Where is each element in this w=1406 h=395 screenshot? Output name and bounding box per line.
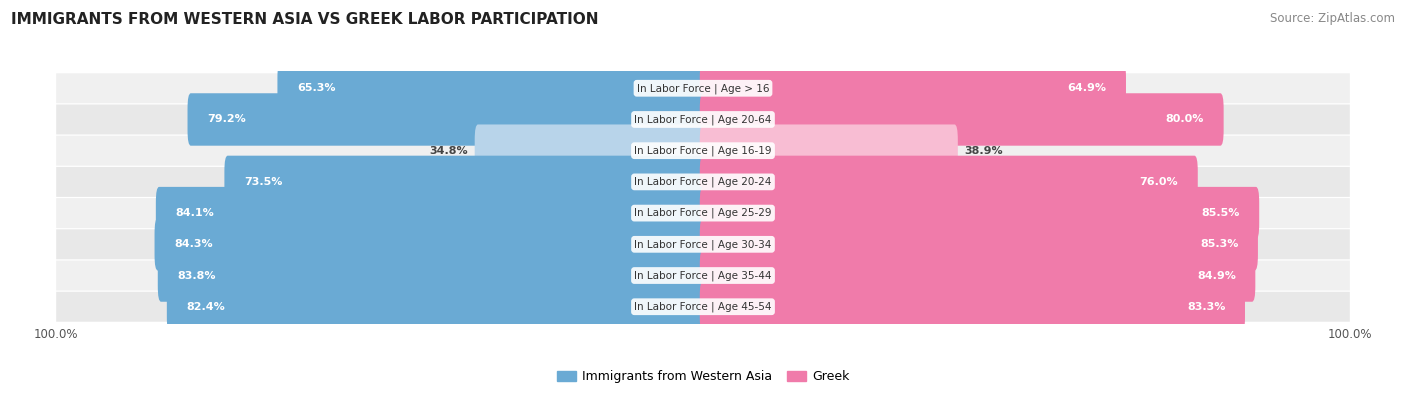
FancyBboxPatch shape bbox=[700, 124, 957, 177]
FancyBboxPatch shape bbox=[157, 249, 706, 302]
Text: 85.3%: 85.3% bbox=[1201, 239, 1239, 249]
FancyBboxPatch shape bbox=[700, 249, 1256, 302]
Text: 76.0%: 76.0% bbox=[1140, 177, 1178, 187]
Text: 84.9%: 84.9% bbox=[1197, 271, 1236, 280]
Text: 83.3%: 83.3% bbox=[1187, 302, 1226, 312]
Text: In Labor Force | Age 16-19: In Labor Force | Age 16-19 bbox=[634, 145, 772, 156]
Text: In Labor Force | Age 35-44: In Labor Force | Age 35-44 bbox=[634, 270, 772, 281]
Text: 38.9%: 38.9% bbox=[965, 146, 1002, 156]
Text: 65.3%: 65.3% bbox=[297, 83, 336, 93]
FancyBboxPatch shape bbox=[277, 62, 706, 115]
FancyBboxPatch shape bbox=[700, 280, 1244, 333]
Text: 79.2%: 79.2% bbox=[207, 115, 246, 124]
FancyBboxPatch shape bbox=[225, 156, 706, 208]
Text: In Labor Force | Age 45-54: In Labor Force | Age 45-54 bbox=[634, 301, 772, 312]
Text: 85.5%: 85.5% bbox=[1202, 208, 1240, 218]
FancyBboxPatch shape bbox=[167, 280, 706, 333]
Text: In Labor Force | Age 30-34: In Labor Force | Age 30-34 bbox=[634, 239, 772, 250]
FancyBboxPatch shape bbox=[156, 187, 706, 239]
Text: 73.5%: 73.5% bbox=[243, 177, 283, 187]
FancyBboxPatch shape bbox=[56, 229, 1350, 259]
FancyBboxPatch shape bbox=[700, 218, 1258, 271]
Text: In Labor Force | Age 25-29: In Labor Force | Age 25-29 bbox=[634, 208, 772, 218]
Text: 83.8%: 83.8% bbox=[177, 271, 215, 280]
Text: IMMIGRANTS FROM WESTERN ASIA VS GREEK LABOR PARTICIPATION: IMMIGRANTS FROM WESTERN ASIA VS GREEK LA… bbox=[11, 12, 599, 27]
Text: In Labor Force | Age 20-64: In Labor Force | Age 20-64 bbox=[634, 114, 772, 125]
Text: 82.4%: 82.4% bbox=[186, 302, 225, 312]
Text: Source: ZipAtlas.com: Source: ZipAtlas.com bbox=[1270, 12, 1395, 25]
FancyBboxPatch shape bbox=[56, 136, 1350, 166]
Text: In Labor Force | Age > 16: In Labor Force | Age > 16 bbox=[637, 83, 769, 94]
FancyBboxPatch shape bbox=[475, 124, 706, 177]
FancyBboxPatch shape bbox=[700, 187, 1260, 239]
Text: 84.1%: 84.1% bbox=[176, 208, 214, 218]
Text: 84.3%: 84.3% bbox=[174, 239, 212, 249]
FancyBboxPatch shape bbox=[155, 218, 706, 271]
FancyBboxPatch shape bbox=[700, 93, 1223, 146]
Text: In Labor Force | Age 20-24: In Labor Force | Age 20-24 bbox=[634, 177, 772, 187]
FancyBboxPatch shape bbox=[56, 73, 1350, 103]
Text: 80.0%: 80.0% bbox=[1166, 115, 1204, 124]
Text: 34.8%: 34.8% bbox=[430, 146, 468, 156]
FancyBboxPatch shape bbox=[56, 261, 1350, 290]
FancyBboxPatch shape bbox=[56, 167, 1350, 197]
FancyBboxPatch shape bbox=[56, 198, 1350, 228]
Text: 64.9%: 64.9% bbox=[1067, 83, 1107, 93]
FancyBboxPatch shape bbox=[700, 156, 1198, 208]
FancyBboxPatch shape bbox=[187, 93, 706, 146]
FancyBboxPatch shape bbox=[56, 292, 1350, 322]
FancyBboxPatch shape bbox=[700, 62, 1126, 115]
Legend: Immigrants from Western Asia, Greek: Immigrants from Western Asia, Greek bbox=[551, 365, 855, 388]
FancyBboxPatch shape bbox=[56, 105, 1350, 134]
